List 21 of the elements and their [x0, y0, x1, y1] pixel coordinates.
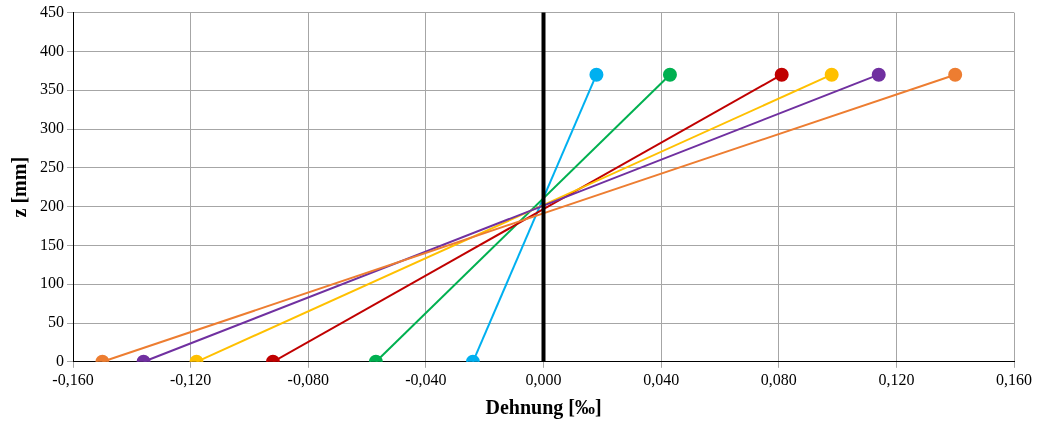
y-tick-label: 50	[48, 313, 64, 331]
x-tick-label: -0,040	[405, 370, 447, 388]
x-tick-label: -0,120	[169, 370, 212, 388]
y-axis-title: z [mm]	[8, 156, 31, 218]
x-tick-label: 0,120	[878, 370, 915, 388]
y-tick-label: 350	[40, 80, 64, 98]
x-tick-label: 0,080	[760, 370, 797, 388]
y-tick-label: 450	[40, 2, 64, 20]
y-tick-label: 200	[40, 196, 64, 214]
x-tick-label: 0,040	[643, 370, 680, 388]
y-tick-label: 250	[40, 158, 64, 175]
y-tick-label: 0	[56, 352, 64, 369]
x-tick-label: 0,160	[996, 370, 1032, 388]
y-tick-label: 100	[40, 274, 64, 292]
y-tick-label: 400	[40, 41, 64, 59]
y-tick-label: 150	[40, 235, 64, 253]
y-tick-label: 300	[40, 119, 64, 137]
x-tick-label: -0,160	[52, 370, 94, 388]
x-axis-title: Dehnung [‰]	[485, 396, 602, 420]
x-tick-label: 0,000	[525, 370, 562, 388]
x-tick-label: -0,080	[287, 370, 329, 388]
